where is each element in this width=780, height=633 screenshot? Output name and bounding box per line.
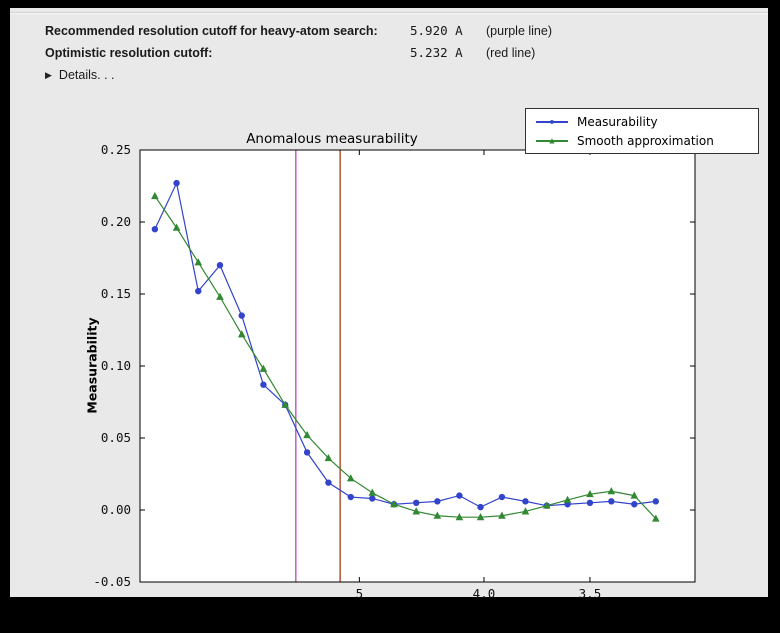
- anomalous-measurability-chart: 0.25 0.20 0.15 0.10 0.05 0.00 -0.05 5 4.0 3.5 Ano…: [85, 100, 765, 625]
- recommended-cutoff-note: (purple line): [486, 24, 553, 38]
- panel-top-divider: [10, 12, 768, 14]
- optimistic-cutoff-label: Optimistic resolution cutoff:: [45, 46, 213, 60]
- chart-plot-area: 0.25 0.20 0.15 0.10 0.05 0.00 -0.05 5 4.0 3.5: [93, 142, 696, 601]
- chart-title: Anomalous measurability: [246, 131, 418, 147]
- legend-label-measurability: Measurability: [577, 114, 658, 129]
- measurability-line-icon: ●: [535, 115, 569, 129]
- chart-legend: ● Measurability ▲ Smooth approximation: [525, 108, 759, 154]
- smooth-approximation-line-icon: ▲: [535, 134, 569, 148]
- svg-text:0.25: 0.25: [101, 142, 131, 157]
- details-label: Details. . .: [58, 68, 115, 82]
- svg-text:0.10: 0.10: [101, 358, 131, 373]
- svg-text:0.20: 0.20: [101, 214, 131, 229]
- svg-text:5: 5: [356, 586, 364, 601]
- svg-text:0.00: 0.00: [101, 502, 131, 517]
- svg-text:0.05: 0.05: [101, 430, 131, 445]
- resolution-cutoff-panel: Recommended resolution cutoff for heavy-…: [10, 8, 768, 612]
- optimistic-cutoff-value: 5.232 A: [410, 45, 463, 60]
- svg-text:0.15: 0.15: [101, 286, 131, 301]
- legend-label-smooth-approximation: Smooth approximation: [577, 133, 714, 148]
- y-axis-label: Measurability: [84, 317, 100, 414]
- recommended-cutoff-value: 5.920 A: [410, 23, 463, 38]
- x-axis-label: Resolution: [379, 597, 455, 612]
- triangle-right-icon: ▶: [45, 69, 52, 80]
- optimistic-cutoff-row: Optimistic resolution cutoff: 5.232 A (r…: [45, 45, 535, 60]
- svg-text:-0.05: -0.05: [93, 574, 131, 589]
- svg-text:4.0: 4.0: [473, 586, 496, 601]
- svg-text:3.5: 3.5: [579, 586, 602, 601]
- legend-row-smooth-approximation: ▲ Smooth approximation: [526, 131, 758, 150]
- optimistic-cutoff-note: (red line): [486, 46, 536, 60]
- recommended-cutoff-row: Recommended resolution cutoff for heavy-…: [45, 23, 552, 38]
- legend-row-measurability: ● Measurability: [526, 112, 758, 131]
- details-expander[interactable]: ▶ Details. . .: [45, 68, 115, 82]
- recommended-cutoff-label: Recommended resolution cutoff for heavy-…: [45, 24, 378, 38]
